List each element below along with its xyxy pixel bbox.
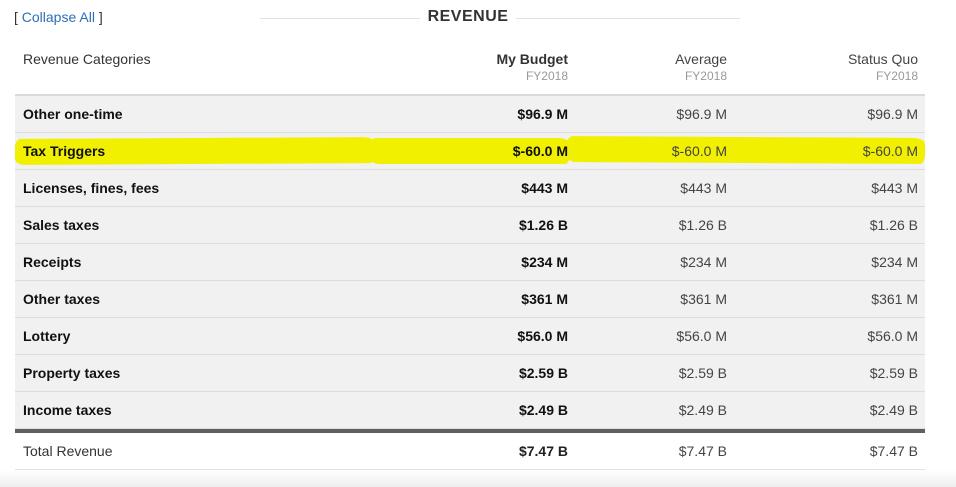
heading-divider-right xyxy=(516,18,740,19)
column-header-status-quo: Status Quo FY2018 xyxy=(848,51,918,83)
row-category: Other one-time xyxy=(23,106,123,122)
row-my-budget: $2.49 B xyxy=(518,402,568,418)
row-my-budget: $96.9 M xyxy=(517,106,568,122)
column-header-average: Average FY2018 xyxy=(675,51,727,83)
row-average: $1.26 B xyxy=(678,217,727,233)
table-header: Revenue Categories My Budget FY2018 Aver… xyxy=(15,45,925,96)
row-my-budget: $443 M xyxy=(521,180,568,196)
table-row[interactable]: Income taxes $2.49 B $2.49 B $2.49 B xyxy=(15,392,925,429)
my-budget-year: FY2018 xyxy=(525,69,568,83)
bracket-open: [ xyxy=(14,9,18,25)
revenue-table: Revenue Categories My Budget FY2018 Aver… xyxy=(15,45,925,470)
section-title: REVENUE xyxy=(427,8,509,25)
table-row[interactable]: Licenses, fines, fees $443 M $443 M $443… xyxy=(15,170,925,207)
row-category: Sales taxes xyxy=(23,217,100,233)
row-status-quo: $-60.0 M xyxy=(862,143,918,159)
row-average: $2.49 B xyxy=(678,402,727,418)
status-quo-label: Status Quo xyxy=(847,51,918,67)
row-status-quo: $96.9 M xyxy=(867,106,918,122)
column-header-my-budget: My Budget FY2018 xyxy=(496,51,568,83)
table-row[interactable]: Other taxes $361 M $361 M $361 M xyxy=(15,281,925,318)
table-row[interactable]: Receipts $234 M $234 M $234 M xyxy=(15,244,925,281)
column-header-category: Revenue Categories xyxy=(23,51,151,67)
row-average: $96.9 M xyxy=(676,106,727,122)
average-year: FY2018 xyxy=(684,69,727,83)
row-status-quo: $56.0 M xyxy=(867,328,918,344)
total-average: $7.47 B xyxy=(678,443,727,459)
row-status-quo: $1.26 B xyxy=(869,217,918,233)
row-category: Lottery xyxy=(23,328,71,344)
status-quo-year: FY2018 xyxy=(875,69,918,83)
total-my-budget: $7.47 B xyxy=(518,443,568,459)
total-label: Total Revenue xyxy=(23,443,113,459)
my-budget-label: My Budget xyxy=(496,51,568,67)
collapse-all-control: [ Collapse All ] xyxy=(14,9,103,25)
average-label: Average xyxy=(675,51,727,67)
table-body: Other one-time $96.9 M $96.9 M $96.9 M T… xyxy=(15,96,925,429)
row-average: $2.59 B xyxy=(678,365,727,381)
row-category: Property taxes xyxy=(23,365,121,381)
row-status-quo: $2.59 B xyxy=(869,365,918,381)
table-row-highlighted[interactable]: Tax Triggers $-60.0 M $-60.0 M $-60.0 M xyxy=(15,133,925,170)
bracket-close: ] xyxy=(98,9,103,25)
total-status-quo: $7.47 B xyxy=(869,443,918,459)
row-status-quo: $234 M xyxy=(871,254,918,270)
row-category: Licenses, fines, fees xyxy=(23,180,160,196)
row-average: $-60.0 M xyxy=(671,143,727,159)
row-status-quo: $2.49 B xyxy=(869,402,918,418)
total-divider xyxy=(15,429,925,433)
collapse-all-link[interactable]: Collapse All xyxy=(21,9,95,25)
row-my-budget: $56.0 M xyxy=(517,328,568,344)
row-my-budget: $361 M xyxy=(521,291,568,307)
total-row: Total Revenue $7.47 B $7.47 B $7.47 B xyxy=(15,433,925,470)
row-category: Receipts xyxy=(23,254,82,270)
row-my-budget: $1.26 B xyxy=(518,217,568,233)
row-my-budget: $2.59 B xyxy=(518,365,568,381)
row-status-quo: $361 M xyxy=(871,291,918,307)
row-my-budget: $-60.0 M xyxy=(512,143,568,159)
row-category: Tax Triggers xyxy=(23,143,106,159)
table-row[interactable]: Other one-time $96.9 M $96.9 M $96.9 M xyxy=(15,96,925,133)
table-row[interactable]: Lottery $56.0 M $56.0 M $56.0 M xyxy=(15,318,925,355)
table-row[interactable]: Sales taxes $1.26 B $1.26 B $1.26 B xyxy=(15,207,925,244)
row-my-budget: $234 M xyxy=(521,254,568,270)
table-row[interactable]: Property taxes $2.59 B $2.59 B $2.59 B xyxy=(15,355,925,392)
page-bottom-shadow xyxy=(0,470,956,487)
row-average: $234 M xyxy=(680,254,727,270)
row-status-quo: $443 M xyxy=(871,180,918,196)
row-average: $443 M xyxy=(680,180,727,196)
row-category: Other taxes xyxy=(23,291,101,307)
row-average: $361 M xyxy=(680,291,727,307)
heading-divider-left xyxy=(260,18,420,19)
highlighter-mark xyxy=(370,138,570,164)
section-heading: REVENUE xyxy=(260,8,740,28)
row-category: Income taxes xyxy=(23,402,112,418)
row-average: $56.0 M xyxy=(676,328,727,344)
